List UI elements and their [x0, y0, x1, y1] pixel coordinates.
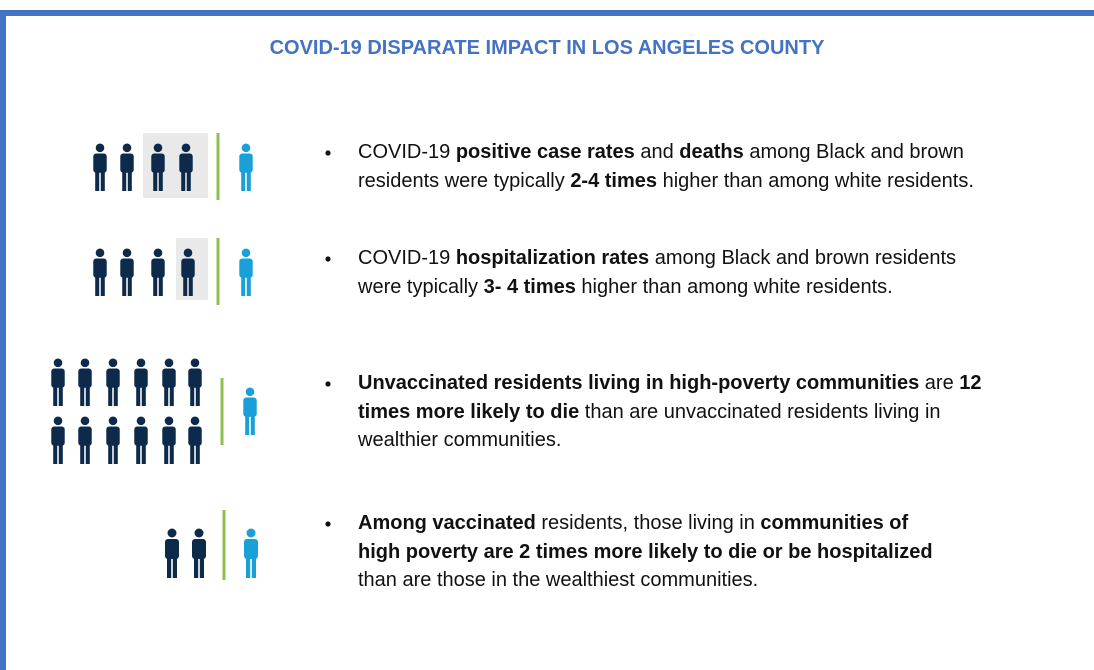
person-icon	[188, 416, 202, 464]
text-line: COVID-19 positive case rates and deaths …	[358, 138, 974, 167]
text: higher than among white residents.	[657, 169, 974, 192]
person-icon	[165, 528, 179, 578]
bold-text: hospitalization rates	[455, 247, 650, 269]
text-line: wealthier communities.	[358, 426, 982, 455]
person-icon	[192, 528, 206, 578]
bold-text: positive case rates	[455, 141, 635, 163]
text: wealthier communities.	[358, 429, 562, 451]
person-icon	[243, 387, 257, 435]
person-icon	[51, 358, 65, 406]
person-icon	[78, 416, 92, 464]
text: among Black and brown	[743, 141, 964, 163]
text: and	[634, 141, 680, 163]
text: COVID-19	[358, 141, 456, 163]
bold-text: times more likely to die	[358, 400, 580, 423]
bold-text: communities of	[760, 512, 909, 534]
bullet-text: Unvaccinated residents living in high-po…	[358, 369, 982, 455]
person-icon	[93, 143, 107, 191]
text: higher than among white residents.	[575, 275, 893, 298]
person-icon	[78, 358, 92, 406]
text-line: Unvaccinated residents living in high-po…	[358, 369, 982, 398]
bullet-text: COVID-19 positive case rates and deaths …	[358, 138, 974, 195]
bullet	[325, 521, 331, 527]
text: than are unvaccinated residents living i…	[579, 400, 941, 423]
person-icon	[244, 528, 258, 578]
text: among Black and brown residents	[649, 247, 957, 269]
bullet	[325, 150, 331, 156]
text-line: residents were typically 2-4 times highe…	[358, 167, 974, 196]
person-icon	[239, 248, 253, 296]
text: than are those in the wealthiest communi…	[358, 569, 759, 591]
text: were typically	[358, 275, 484, 298]
text: residents were typically	[358, 169, 571, 192]
bold-text: Among vaccinated	[358, 512, 536, 534]
person-icon	[134, 358, 148, 406]
bullet-text: Among vaccinated residents, those living…	[358, 509, 933, 595]
person-icon	[106, 358, 120, 406]
person-icon	[188, 358, 202, 406]
text: residents, those living in	[535, 512, 761, 534]
text-line: high poverty are 2 times more likely to …	[358, 538, 933, 567]
person-icon	[151, 248, 165, 296]
bullet-text: COVID-19 hospitalization rates among Bla…	[358, 244, 956, 301]
person-icon	[51, 416, 65, 464]
bold-text: high poverty are 2 times more likely to …	[358, 540, 933, 563]
bold-text: 2-4 times	[570, 169, 658, 192]
text: are	[919, 372, 960, 394]
person-icon	[120, 143, 134, 191]
text: COVID-19	[358, 247, 456, 269]
person-icon	[162, 358, 176, 406]
bold-text: Unvaccinated residents living in high-po…	[358, 372, 920, 394]
bold-text: 3- 4 times	[483, 275, 576, 298]
person-icon	[239, 143, 253, 191]
bullet	[325, 256, 331, 262]
frame	[0, 10, 1094, 670]
person-icon	[162, 416, 176, 464]
text-line: COVID-19 hospitalization rates among Bla…	[358, 244, 956, 273]
text-line: were typically 3- 4 times higher than am…	[358, 273, 956, 302]
bold-text: 12	[959, 372, 982, 394]
person-icon	[120, 248, 134, 296]
person-icon	[106, 416, 120, 464]
person-icon	[93, 248, 107, 296]
title: COVID-19 DISPARATE IMPACT IN LOS ANGELES…	[269, 37, 825, 59]
bold-text: deaths	[679, 141, 744, 163]
text-line: Among vaccinated residents, those living…	[358, 509, 933, 538]
person-icon	[134, 416, 148, 464]
text-line: times more likely to die than are unvacc…	[358, 398, 982, 427]
bullet	[325, 381, 331, 387]
text-line: than are those in the wealthiest communi…	[358, 566, 933, 595]
